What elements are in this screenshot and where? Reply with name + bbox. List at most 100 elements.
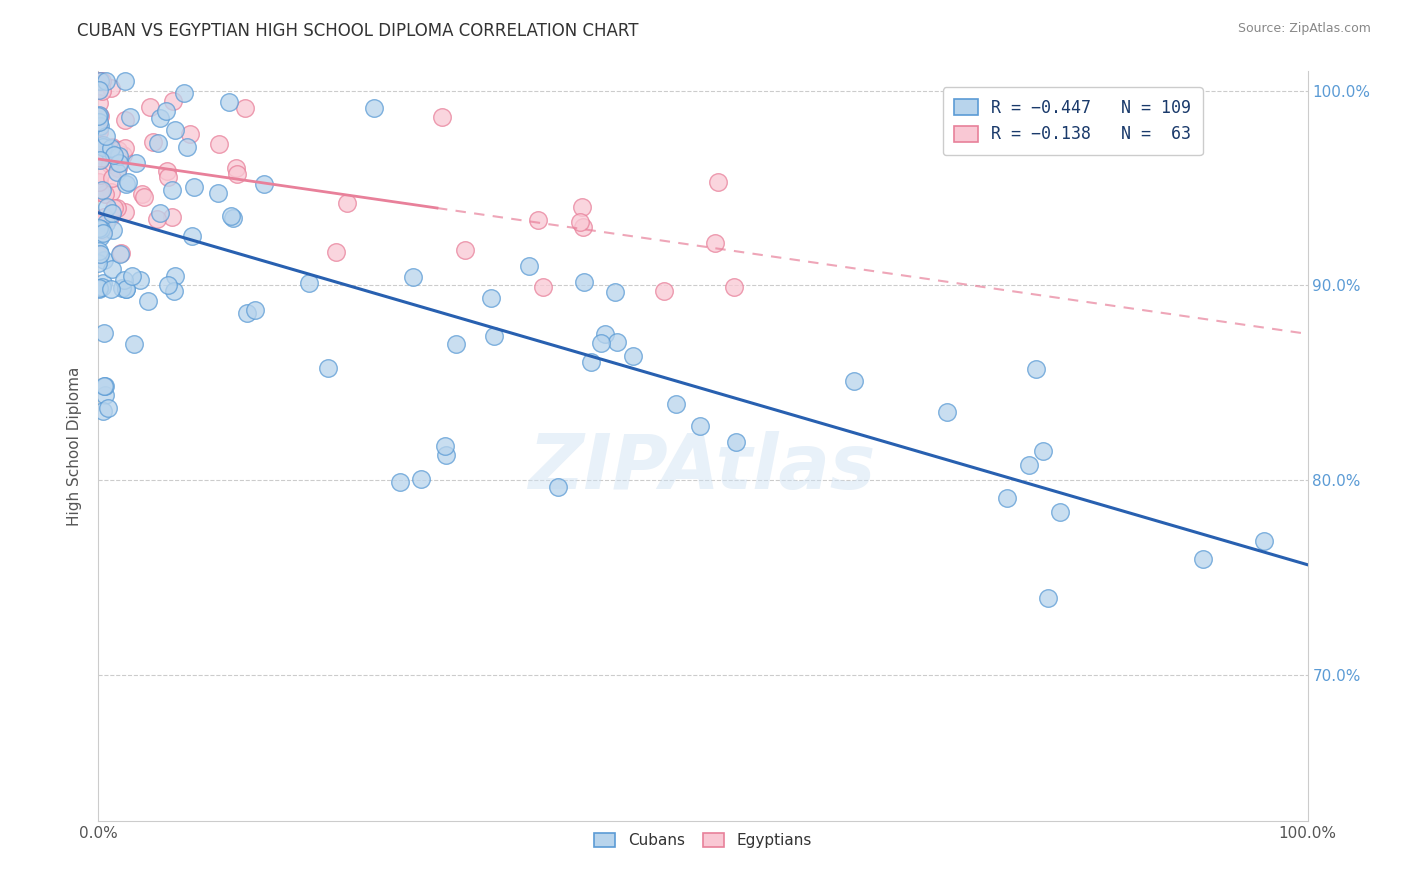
Point bbox=[107, 143, 129, 157]
Point bbox=[236, 306, 259, 320]
Point bbox=[574, 275, 596, 289]
Point bbox=[87, 144, 110, 158]
Point bbox=[94, 74, 117, 88]
Point bbox=[117, 175, 139, 189]
Point bbox=[89, 153, 111, 167]
Point bbox=[316, 360, 339, 375]
Point bbox=[89, 185, 111, 199]
Point bbox=[176, 140, 198, 154]
Point bbox=[336, 195, 359, 210]
Point bbox=[146, 211, 169, 226]
Point bbox=[87, 282, 110, 296]
Point bbox=[652, 284, 675, 298]
Point bbox=[401, 269, 423, 284]
Point bbox=[91, 140, 114, 154]
Point bbox=[173, 86, 195, 100]
Point bbox=[91, 85, 114, 99]
Point bbox=[114, 113, 136, 128]
Point bbox=[1025, 362, 1047, 376]
Point bbox=[96, 200, 118, 214]
Point bbox=[101, 139, 124, 153]
Point bbox=[87, 114, 110, 128]
Point bbox=[87, 96, 110, 111]
Text: ZIPAtlas: ZIPAtlas bbox=[529, 432, 877, 506]
Point bbox=[233, 102, 256, 116]
Point bbox=[87, 220, 110, 235]
Point bbox=[723, 279, 745, 293]
Point bbox=[163, 123, 186, 137]
Point bbox=[1049, 505, 1071, 519]
Point bbox=[156, 277, 179, 292]
Point bbox=[527, 212, 550, 227]
Point bbox=[105, 201, 128, 215]
Point bbox=[479, 291, 502, 305]
Point bbox=[87, 248, 110, 262]
Point bbox=[91, 74, 114, 88]
Point bbox=[156, 164, 179, 178]
Point bbox=[89, 109, 111, 123]
Point bbox=[149, 206, 172, 220]
Point bbox=[995, 491, 1018, 505]
Point bbox=[243, 303, 266, 318]
Point bbox=[91, 222, 114, 236]
Point bbox=[207, 186, 229, 200]
Point bbox=[128, 273, 150, 287]
Point bbox=[89, 119, 111, 133]
Point bbox=[87, 153, 110, 167]
Point bbox=[122, 337, 145, 351]
Point bbox=[90, 148, 112, 162]
Point bbox=[90, 182, 112, 196]
Point bbox=[132, 190, 155, 204]
Point bbox=[90, 221, 112, 235]
Legend: Cubans, Egyptians: Cubans, Egyptians bbox=[588, 827, 818, 855]
Point bbox=[571, 200, 593, 214]
Point bbox=[89, 138, 111, 153]
Point bbox=[149, 111, 172, 125]
Point bbox=[93, 187, 115, 202]
Point bbox=[1253, 533, 1275, 548]
Point bbox=[411, 472, 433, 486]
Point bbox=[89, 74, 111, 88]
Point bbox=[568, 215, 591, 229]
Point bbox=[89, 74, 111, 88]
Point bbox=[218, 95, 240, 109]
Point bbox=[110, 246, 132, 260]
Point bbox=[454, 243, 477, 257]
Point bbox=[112, 273, 135, 287]
Point bbox=[93, 326, 115, 341]
Point bbox=[91, 226, 114, 240]
Point bbox=[89, 168, 111, 182]
Point bbox=[94, 216, 117, 230]
Point bbox=[936, 404, 959, 418]
Point bbox=[111, 147, 134, 161]
Point bbox=[1036, 591, 1059, 606]
Point bbox=[101, 170, 124, 185]
Point bbox=[579, 355, 602, 369]
Point bbox=[94, 378, 117, 392]
Point bbox=[689, 419, 711, 434]
Point bbox=[162, 183, 184, 197]
Point bbox=[252, 178, 274, 192]
Point bbox=[87, 175, 110, 189]
Point bbox=[89, 244, 111, 258]
Point bbox=[89, 217, 111, 231]
Point bbox=[100, 185, 122, 199]
Point bbox=[482, 328, 505, 343]
Point bbox=[703, 235, 725, 250]
Point bbox=[101, 206, 124, 220]
Point bbox=[108, 155, 131, 169]
Point bbox=[1032, 443, 1054, 458]
Point bbox=[98, 211, 121, 225]
Point bbox=[97, 401, 120, 416]
Point bbox=[621, 349, 644, 363]
Point bbox=[125, 156, 148, 170]
Point bbox=[517, 259, 540, 273]
Point bbox=[139, 100, 162, 114]
Point bbox=[105, 165, 128, 179]
Point bbox=[114, 205, 136, 219]
Point bbox=[87, 256, 110, 270]
Point bbox=[363, 101, 385, 115]
Point bbox=[100, 146, 122, 161]
Point bbox=[183, 180, 205, 194]
Point bbox=[226, 167, 249, 181]
